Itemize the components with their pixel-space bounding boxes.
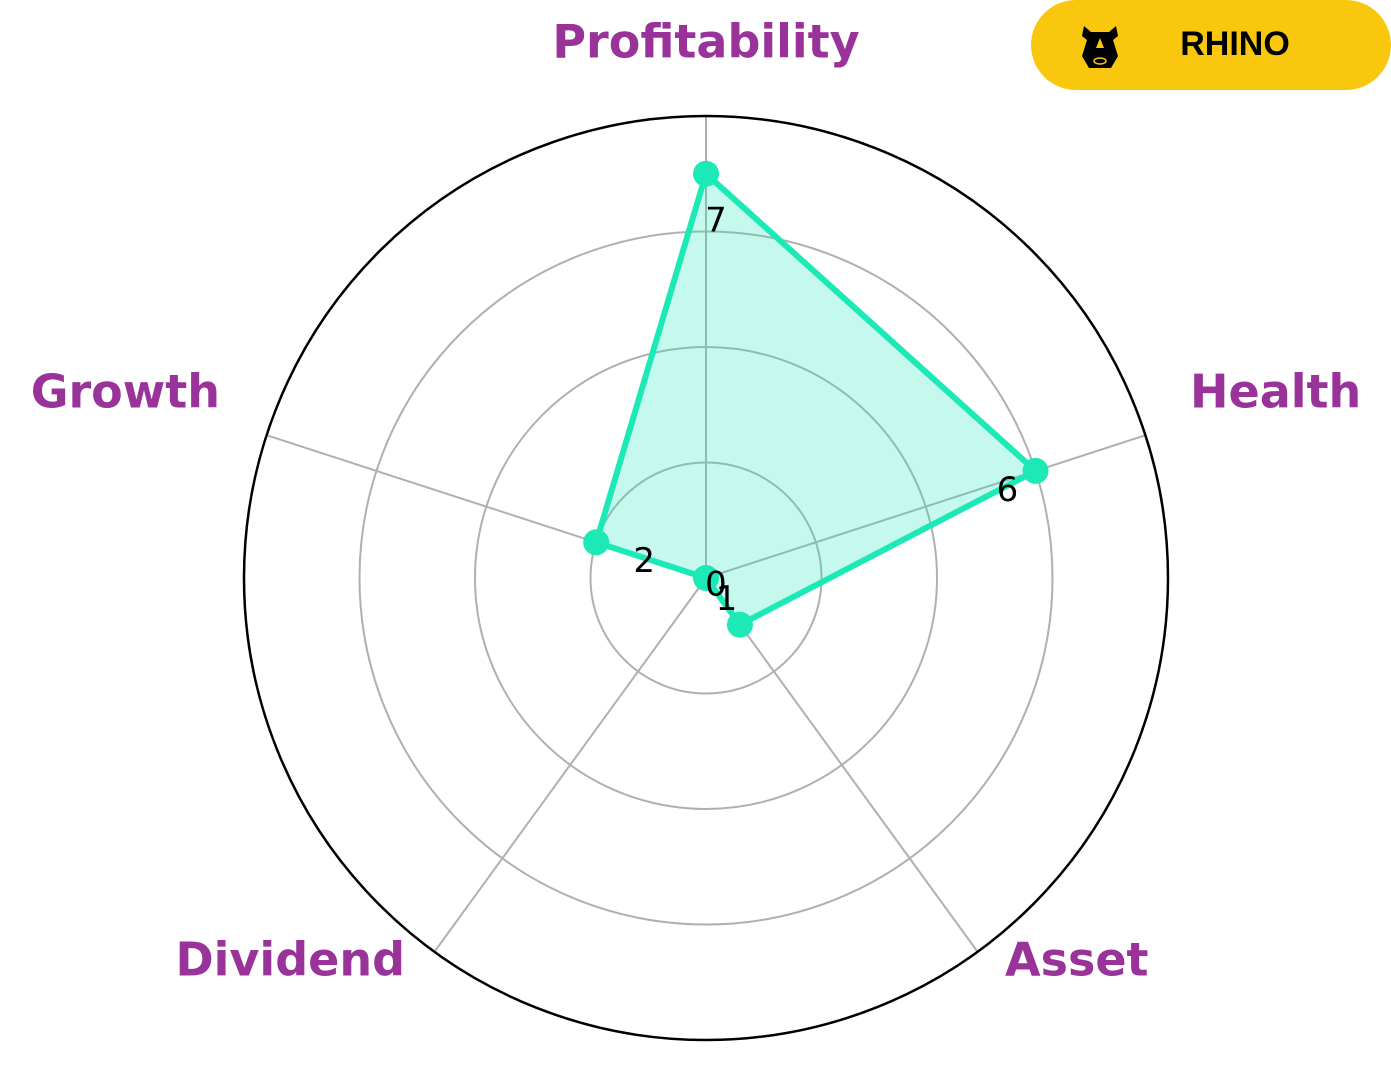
category-label: Health: [1190, 365, 1361, 419]
radar-point: [693, 160, 719, 187]
rhino-icon: [1082, 26, 1118, 68]
radar-point: [583, 529, 610, 556]
category-label: Growth: [31, 365, 220, 419]
radar-point: [726, 611, 753, 638]
category-label: Asset: [1005, 933, 1149, 987]
spoke: [433, 577, 707, 953]
radar-point: [1022, 457, 1049, 484]
logo-badge: RHINO: [1031, 0, 1391, 90]
outer-ring: [242, 114, 1170, 1042]
badge-background: [1031, 0, 1391, 90]
value-label: 1: [716, 579, 738, 619]
radar-area: [593, 170, 1039, 628]
category-label: Dividend: [175, 933, 405, 987]
logo-text: RHINO: [1180, 25, 1290, 63]
value-label: 6: [997, 470, 1019, 510]
value-label: 7: [705, 200, 727, 240]
value-label: 2: [633, 541, 655, 581]
spoke: [705, 577, 979, 953]
value-label: 0: [705, 565, 727, 605]
spoke: [705, 434, 1146, 579]
radar-point: [693, 565, 719, 591]
category-label: Profitability: [552, 15, 859, 69]
